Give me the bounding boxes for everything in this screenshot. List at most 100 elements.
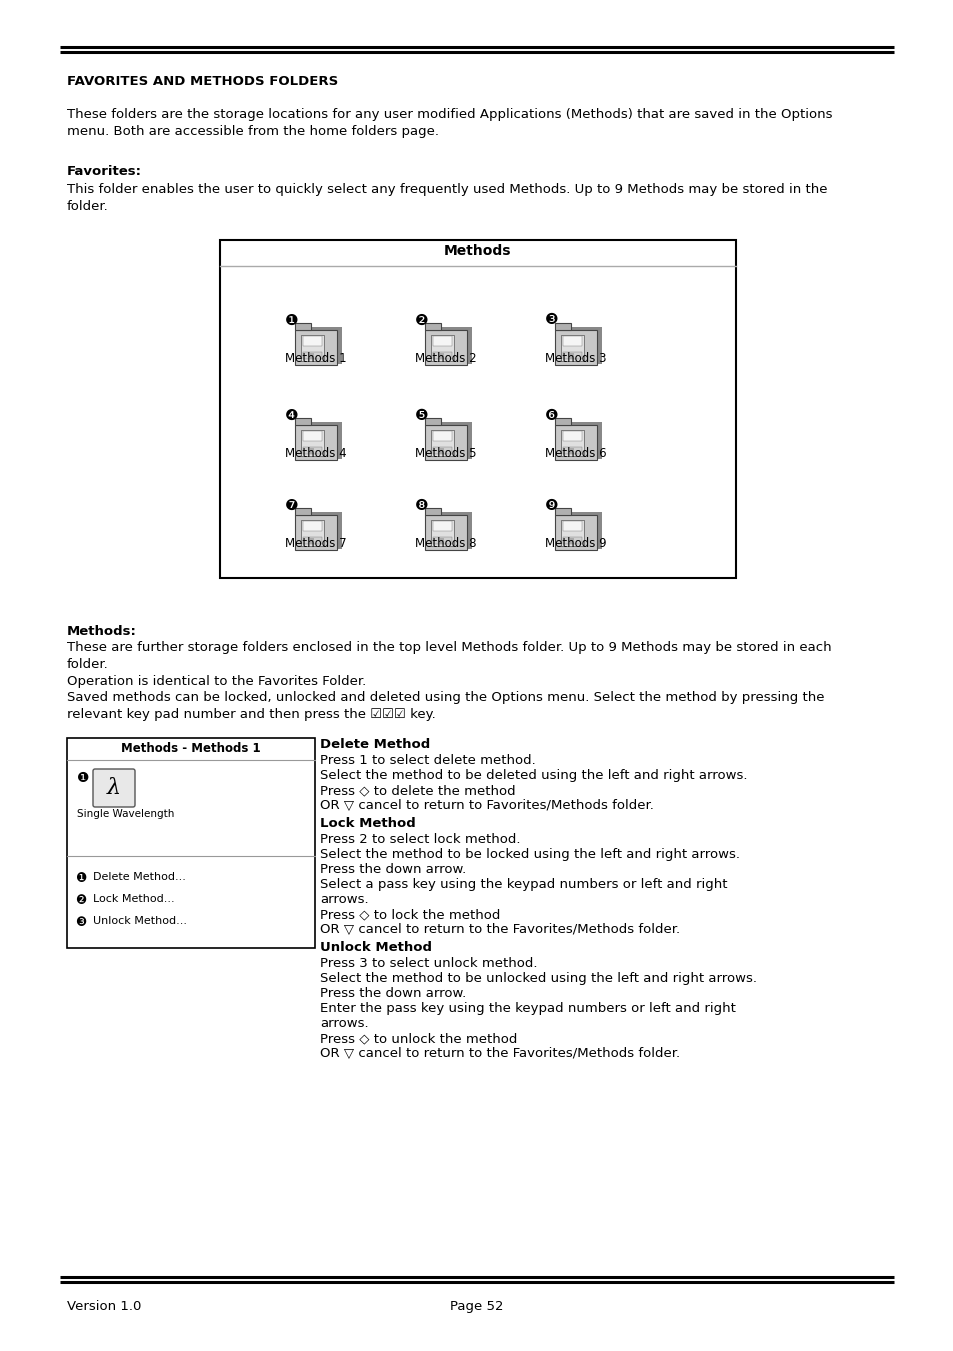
Text: Enter the pass key using the keypad numbers or left and right: Enter the pass key using the keypad numb… xyxy=(319,1002,735,1015)
Bar xyxy=(294,330,336,365)
Bar xyxy=(297,327,341,363)
Bar xyxy=(431,430,454,457)
Text: Select a pass key using the keypad numbers or left and right: Select a pass key using the keypad numbe… xyxy=(319,878,727,892)
Bar xyxy=(555,426,597,459)
Bar xyxy=(433,447,452,454)
FancyBboxPatch shape xyxy=(92,769,135,807)
Text: ❸: ❸ xyxy=(544,312,558,327)
Text: ❺: ❺ xyxy=(415,408,428,423)
Bar xyxy=(294,515,336,550)
Text: ❹: ❹ xyxy=(285,408,298,423)
Bar xyxy=(560,430,583,457)
Text: OR ▽ cancel to return to the Favorites/Methods folder.: OR ▽ cancel to return to the Favorites/M… xyxy=(319,1047,679,1061)
Text: FAVORITES AND METHODS FOLDERS: FAVORITES AND METHODS FOLDERS xyxy=(67,76,338,88)
Bar xyxy=(310,353,314,359)
Text: Methods: Methods xyxy=(444,245,511,258)
Text: ❾: ❾ xyxy=(544,497,558,512)
Bar xyxy=(424,515,467,550)
Polygon shape xyxy=(294,417,311,426)
Text: Methods 2: Methods 2 xyxy=(415,353,476,365)
Bar xyxy=(433,353,452,359)
Bar xyxy=(433,536,452,544)
Polygon shape xyxy=(555,508,571,515)
Polygon shape xyxy=(555,417,571,426)
Bar xyxy=(562,521,581,531)
Bar xyxy=(558,422,601,459)
Text: Select the method to be locked using the left and right arrows.: Select the method to be locked using the… xyxy=(319,848,740,861)
Bar xyxy=(431,520,454,546)
Text: Methods 8: Methods 8 xyxy=(415,536,476,550)
Bar xyxy=(303,336,322,346)
Bar xyxy=(303,353,322,359)
Text: ❷: ❷ xyxy=(75,894,87,907)
Text: Favorites:: Favorites: xyxy=(67,165,142,178)
Text: Methods 5: Methods 5 xyxy=(415,447,476,459)
Bar xyxy=(303,536,322,544)
Bar xyxy=(431,335,454,361)
Bar xyxy=(562,431,581,440)
Text: Press the down arrow.: Press the down arrow. xyxy=(319,988,466,1000)
Polygon shape xyxy=(294,508,311,515)
Text: Delete Method...: Delete Method... xyxy=(92,871,186,882)
Text: ❶: ❶ xyxy=(75,871,87,885)
Text: Saved methods can be locked, unlocked and deleted using the Options menu. Select: Saved methods can be locked, unlocked an… xyxy=(67,690,823,721)
Bar xyxy=(569,353,574,359)
Text: Page 52: Page 52 xyxy=(450,1300,503,1313)
Bar xyxy=(555,330,597,365)
Text: Delete Method: Delete Method xyxy=(319,738,430,751)
Bar xyxy=(433,336,452,346)
Text: Methods 3: Methods 3 xyxy=(545,353,606,365)
Text: OR ▽ cancel to return to the Favorites/Methods folder.: OR ▽ cancel to return to the Favorites/M… xyxy=(319,923,679,936)
Bar xyxy=(424,426,467,459)
Bar xyxy=(439,353,443,359)
Bar xyxy=(560,520,583,546)
Bar xyxy=(424,330,467,365)
Text: OR ▽ cancel to return to Favorites/Methods folder.: OR ▽ cancel to return to Favorites/Metho… xyxy=(319,798,653,812)
Text: Operation is identical to the Favorites Folder.: Operation is identical to the Favorites … xyxy=(67,676,366,688)
Bar xyxy=(558,512,601,549)
Text: Press the down arrow.: Press the down arrow. xyxy=(319,863,466,875)
Text: Methods 7: Methods 7 xyxy=(285,536,347,550)
Bar xyxy=(303,447,322,454)
Text: Methods 4: Methods 4 xyxy=(285,447,347,459)
Text: Press ◇ to lock the method: Press ◇ to lock the method xyxy=(319,908,500,921)
Text: Press 2 to select lock method.: Press 2 to select lock method. xyxy=(319,834,520,846)
Text: Select the method to be unlocked using the left and right arrows.: Select the method to be unlocked using t… xyxy=(319,971,757,985)
Text: Press 1 to select delete method.: Press 1 to select delete method. xyxy=(319,754,536,767)
Text: ❶: ❶ xyxy=(285,312,298,327)
Polygon shape xyxy=(294,323,311,330)
Bar xyxy=(301,520,324,546)
Bar xyxy=(303,431,322,440)
Text: Methods 6: Methods 6 xyxy=(544,447,606,459)
Bar xyxy=(220,240,735,578)
Text: These are further storage folders enclosed in the top level Methods folder. Up t: These are further storage folders enclos… xyxy=(67,640,831,671)
Bar xyxy=(301,430,324,457)
Text: Lock Method: Lock Method xyxy=(319,817,416,830)
Bar xyxy=(297,422,341,459)
Bar xyxy=(301,335,324,361)
Text: ❻: ❻ xyxy=(544,408,558,423)
Bar xyxy=(310,449,314,454)
Bar xyxy=(562,336,581,346)
Bar xyxy=(310,538,314,544)
Bar xyxy=(569,449,574,454)
Bar xyxy=(303,521,322,531)
Text: ❶: ❶ xyxy=(76,771,90,785)
Text: Press 3 to select unlock method.: Press 3 to select unlock method. xyxy=(319,957,537,970)
Bar xyxy=(439,538,443,544)
Polygon shape xyxy=(424,508,440,515)
Bar xyxy=(428,327,472,363)
Text: ❼: ❼ xyxy=(285,497,298,512)
Text: Press ◇ to unlock the method: Press ◇ to unlock the method xyxy=(319,1032,517,1046)
Bar xyxy=(562,536,581,544)
Text: Methods:: Methods: xyxy=(67,626,136,638)
Text: Methods 1: Methods 1 xyxy=(285,353,347,365)
Text: λ: λ xyxy=(107,777,121,798)
Bar xyxy=(562,447,581,454)
Text: Unlock Method...: Unlock Method... xyxy=(92,916,187,925)
Bar xyxy=(560,335,583,361)
Bar xyxy=(569,538,574,544)
Text: Press ◇ to delete the method: Press ◇ to delete the method xyxy=(319,784,515,797)
Bar xyxy=(294,426,336,459)
Text: arrows.: arrows. xyxy=(319,893,368,907)
